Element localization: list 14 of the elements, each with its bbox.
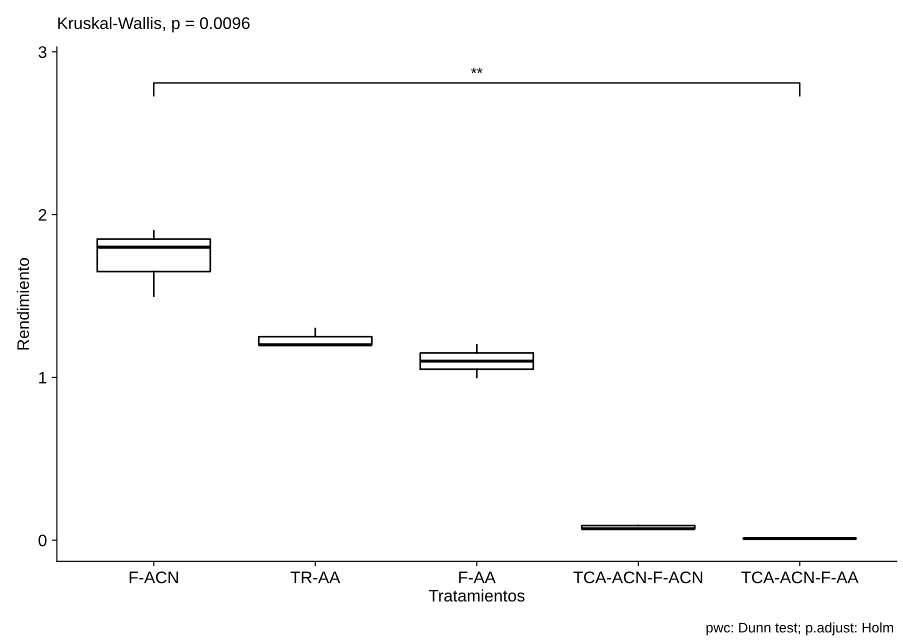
annotation: ** xyxy=(471,68,482,74)
x-tick-label: F-AA xyxy=(459,572,496,584)
y-tick-label: 1 xyxy=(39,372,46,384)
y-axis-title: Rendimiento xyxy=(16,258,30,350)
x-tick-label: TCA-ACN-F-AA xyxy=(741,572,859,584)
y-tick-label: 0 xyxy=(38,534,47,546)
text: pwc: Dunn test; p.adjust: Holm xyxy=(706,622,894,636)
x-tick-label: F-ACN xyxy=(130,572,178,584)
x-tick-label: TR-AA xyxy=(290,572,340,584)
chart-title: Kruskal-Wallis, p = 0.0096 xyxy=(58,16,250,32)
x-tick-label: TCA-ACN-F-ACN xyxy=(573,572,702,584)
x-axis-title: Tratamientos xyxy=(428,589,524,602)
y-tick-label: 2 xyxy=(38,209,46,221)
y-tick-label: 3 xyxy=(38,46,46,58)
